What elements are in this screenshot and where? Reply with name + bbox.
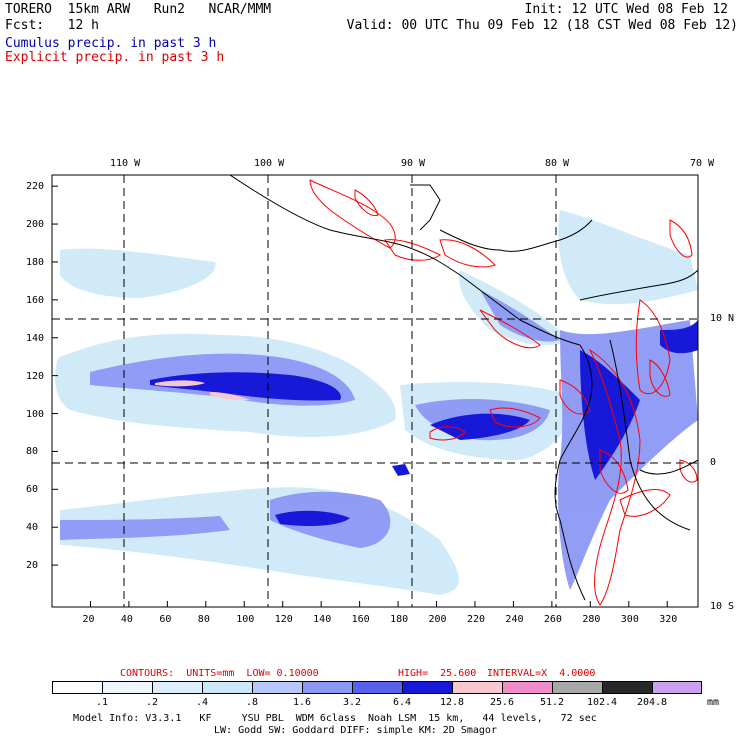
lon-label-70w: 70 W	[690, 158, 715, 169]
colorbar-value: 6.4	[392, 697, 412, 708]
colorbar-swatch	[352, 681, 402, 694]
contours-interval: INTERVAL=X 4.0000	[487, 668, 596, 679]
colorbar-value: 3.2	[342, 697, 362, 708]
y-tick-label: 160	[26, 294, 45, 306]
y-tick-label: 200	[26, 219, 45, 231]
x-tick-label: 100	[236, 614, 255, 625]
x-tick-label: 320	[659, 614, 678, 625]
colorbar-value: 12.8	[439, 697, 465, 708]
x-tick-label: 20	[82, 614, 95, 625]
colorbar-value: 1.6	[292, 697, 312, 708]
lon-label-80w: 80 W	[545, 158, 570, 169]
x-tick-label: 220	[466, 614, 486, 625]
y-tick-label: 60	[26, 484, 39, 496]
lon-label-110w: 110 W	[110, 158, 141, 169]
colorbar-value: .2	[145, 697, 159, 708]
lat-label-0: 0	[710, 457, 717, 468]
colorbar-swatch	[652, 681, 702, 694]
x-tick-label: 80	[197, 614, 210, 625]
cumulus-legend: Cumulus precip. in past 3 h	[5, 36, 217, 51]
y-tick-label: 140	[26, 332, 45, 344]
colorbar-swatch	[252, 681, 302, 694]
colorbar-swatch	[602, 681, 652, 694]
explicit-legend: Explicit precip. in past 3 h	[5, 50, 225, 65]
axis-ticks	[52, 185, 668, 607]
precip-map	[51, 174, 699, 608]
init-time: Init: 12 UTC Wed 08 Feb 12	[524, 2, 729, 17]
y-tick-label: 20	[26, 560, 39, 572]
precip-field	[55, 175, 698, 606]
x-tick-label: 160	[351, 614, 370, 625]
x-tick-label: 140	[313, 614, 332, 625]
x-tick-label: 300	[620, 614, 639, 625]
colorbar-value: 51.2	[539, 697, 565, 708]
colorbar-value: .4	[195, 697, 209, 708]
colorbar-swatch	[52, 681, 102, 694]
map-frame	[51, 174, 699, 608]
lat-lon-grid	[52, 175, 698, 607]
colorbar-swatch	[202, 681, 252, 694]
y-tick-label: 120	[26, 370, 45, 382]
colorbar-swatch	[302, 681, 352, 694]
colorbar-swatch	[152, 681, 202, 694]
model-title: TORERO 15km ARW Run2 NCAR/MMM	[5, 2, 272, 17]
lat-label-10n: 10 N	[710, 313, 735, 324]
x-tick-label: 260	[543, 614, 562, 625]
cumulus-precip-heavy	[150, 320, 698, 526]
x-tick-label: 60	[159, 614, 172, 625]
y-tick-label: 100	[26, 408, 45, 420]
colorbar-unit: mm	[707, 697, 720, 708]
cumulus-precip-extreme	[155, 380, 250, 401]
y-tick-label: 40	[26, 522, 39, 534]
x-tick-label: 280	[582, 614, 601, 625]
y-tick-label: 220	[26, 181, 45, 193]
colorbar-value: .8	[245, 697, 259, 708]
contours-info: CONTOURS: UNITS=mm LOW= 0.10000	[120, 668, 319, 679]
y-tick-label: 80	[26, 446, 39, 458]
colorbar-swatch	[502, 681, 552, 694]
valid-time: Valid: 00 UTC Thu 09 Feb 12 (18 CST Wed …	[346, 18, 738, 33]
lon-label-100w: 100 W	[254, 158, 285, 169]
colorbar-swatch	[452, 681, 502, 694]
x-tick-label: 240	[505, 614, 524, 625]
explicit-precip-contours	[309, 179, 698, 606]
lat-label-10s: 10 S	[710, 601, 735, 612]
forecast-hour: Fcst: 12 h	[5, 18, 99, 33]
colorbar-value: 102.4	[586, 697, 618, 708]
x-tick-label: 120	[274, 614, 293, 625]
physics-info: LW: Godd SW: Goddard DIFF: simple KM: 2D…	[214, 725, 497, 736]
colorbar-swatch	[402, 681, 452, 694]
colorbar-value: 204.8	[636, 697, 668, 708]
contours-high: HIGH= 25.600	[398, 668, 477, 679]
colorbar-swatch	[102, 681, 152, 694]
lon-label-90w: 90 W	[401, 158, 426, 169]
coastlines	[229, 175, 698, 601]
colorbar-swatch	[552, 681, 602, 694]
x-tick-label: 40	[120, 614, 133, 625]
model-info: Model Info: V3.3.1 KF YSU PBL WDM 6class…	[73, 713, 597, 724]
x-tick-label: 180	[390, 614, 409, 625]
y-tick-label: 180	[26, 256, 45, 268]
x-tick-label: 200	[428, 614, 447, 625]
colorbar-value: 25.6	[489, 697, 515, 708]
colorbar-value: .1	[95, 697, 109, 708]
